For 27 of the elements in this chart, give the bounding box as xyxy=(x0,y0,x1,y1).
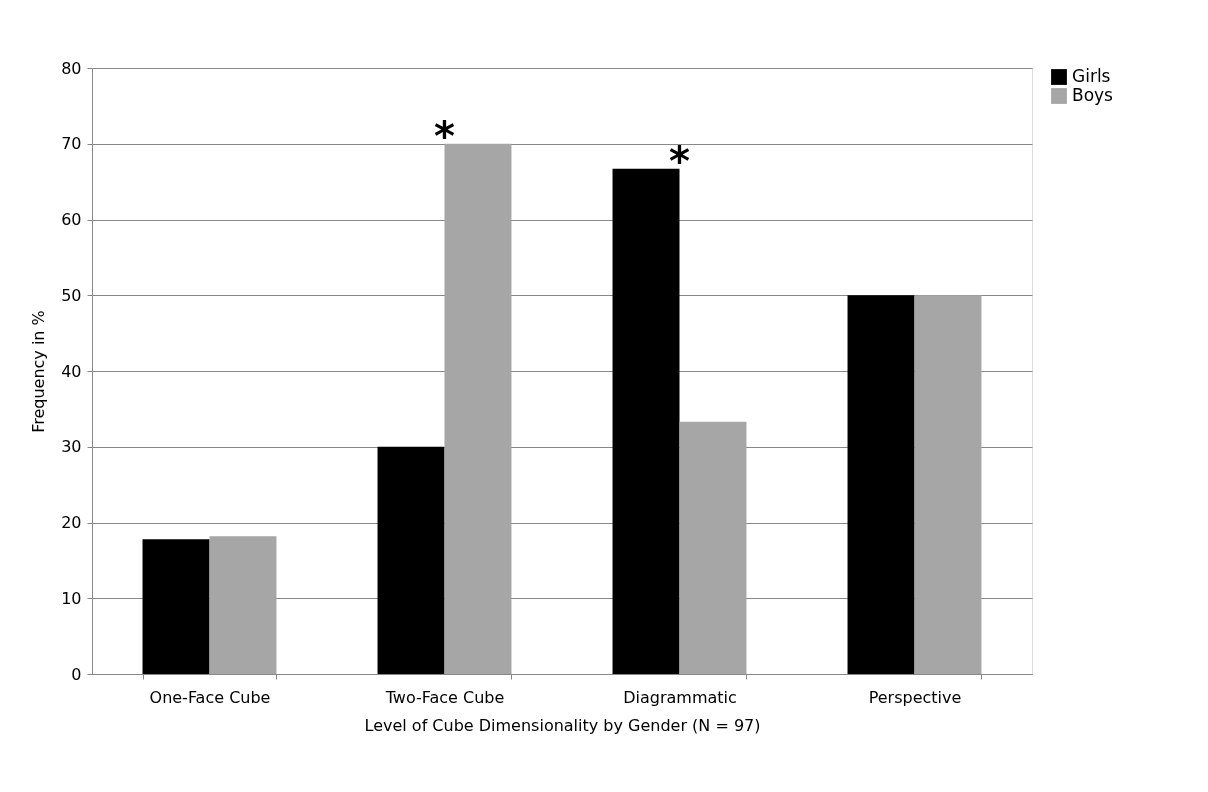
y-tick-label: 50 xyxy=(61,285,82,305)
y-tick-label: 10 xyxy=(61,588,82,608)
legend-label: Girls xyxy=(1072,66,1111,86)
x-tick-label: Perspective xyxy=(868,687,962,707)
annotation: * xyxy=(434,112,456,159)
y-tick-label: 80 xyxy=(61,58,82,78)
x-tick-label: Diagrammatic xyxy=(623,687,737,707)
bar xyxy=(377,446,445,674)
bar xyxy=(142,539,210,674)
y-tick-label: 0 xyxy=(71,664,82,684)
y-tick-label: 40 xyxy=(61,361,82,381)
y-tick-label: 30 xyxy=(61,437,82,457)
bar xyxy=(444,143,512,674)
y-axis-title: Frequency in % xyxy=(29,310,49,433)
y-tick-label: 70 xyxy=(61,134,82,154)
bar xyxy=(914,295,982,674)
bar xyxy=(612,168,680,674)
x-tick-label: Two-Face Cube xyxy=(384,687,505,707)
x-axis-title: Level of Cube Dimensionality by Gender (N = 97) xyxy=(364,715,761,735)
bar xyxy=(847,295,915,674)
bar xyxy=(209,536,277,674)
legend-label: Boys xyxy=(1072,85,1114,105)
x-tick-label: One-Face Cube xyxy=(149,687,271,707)
annotation: * xyxy=(669,137,691,184)
y-tick-label: 60 xyxy=(61,210,82,229)
bar xyxy=(679,421,747,674)
y-tick-label: 20 xyxy=(61,513,82,532)
